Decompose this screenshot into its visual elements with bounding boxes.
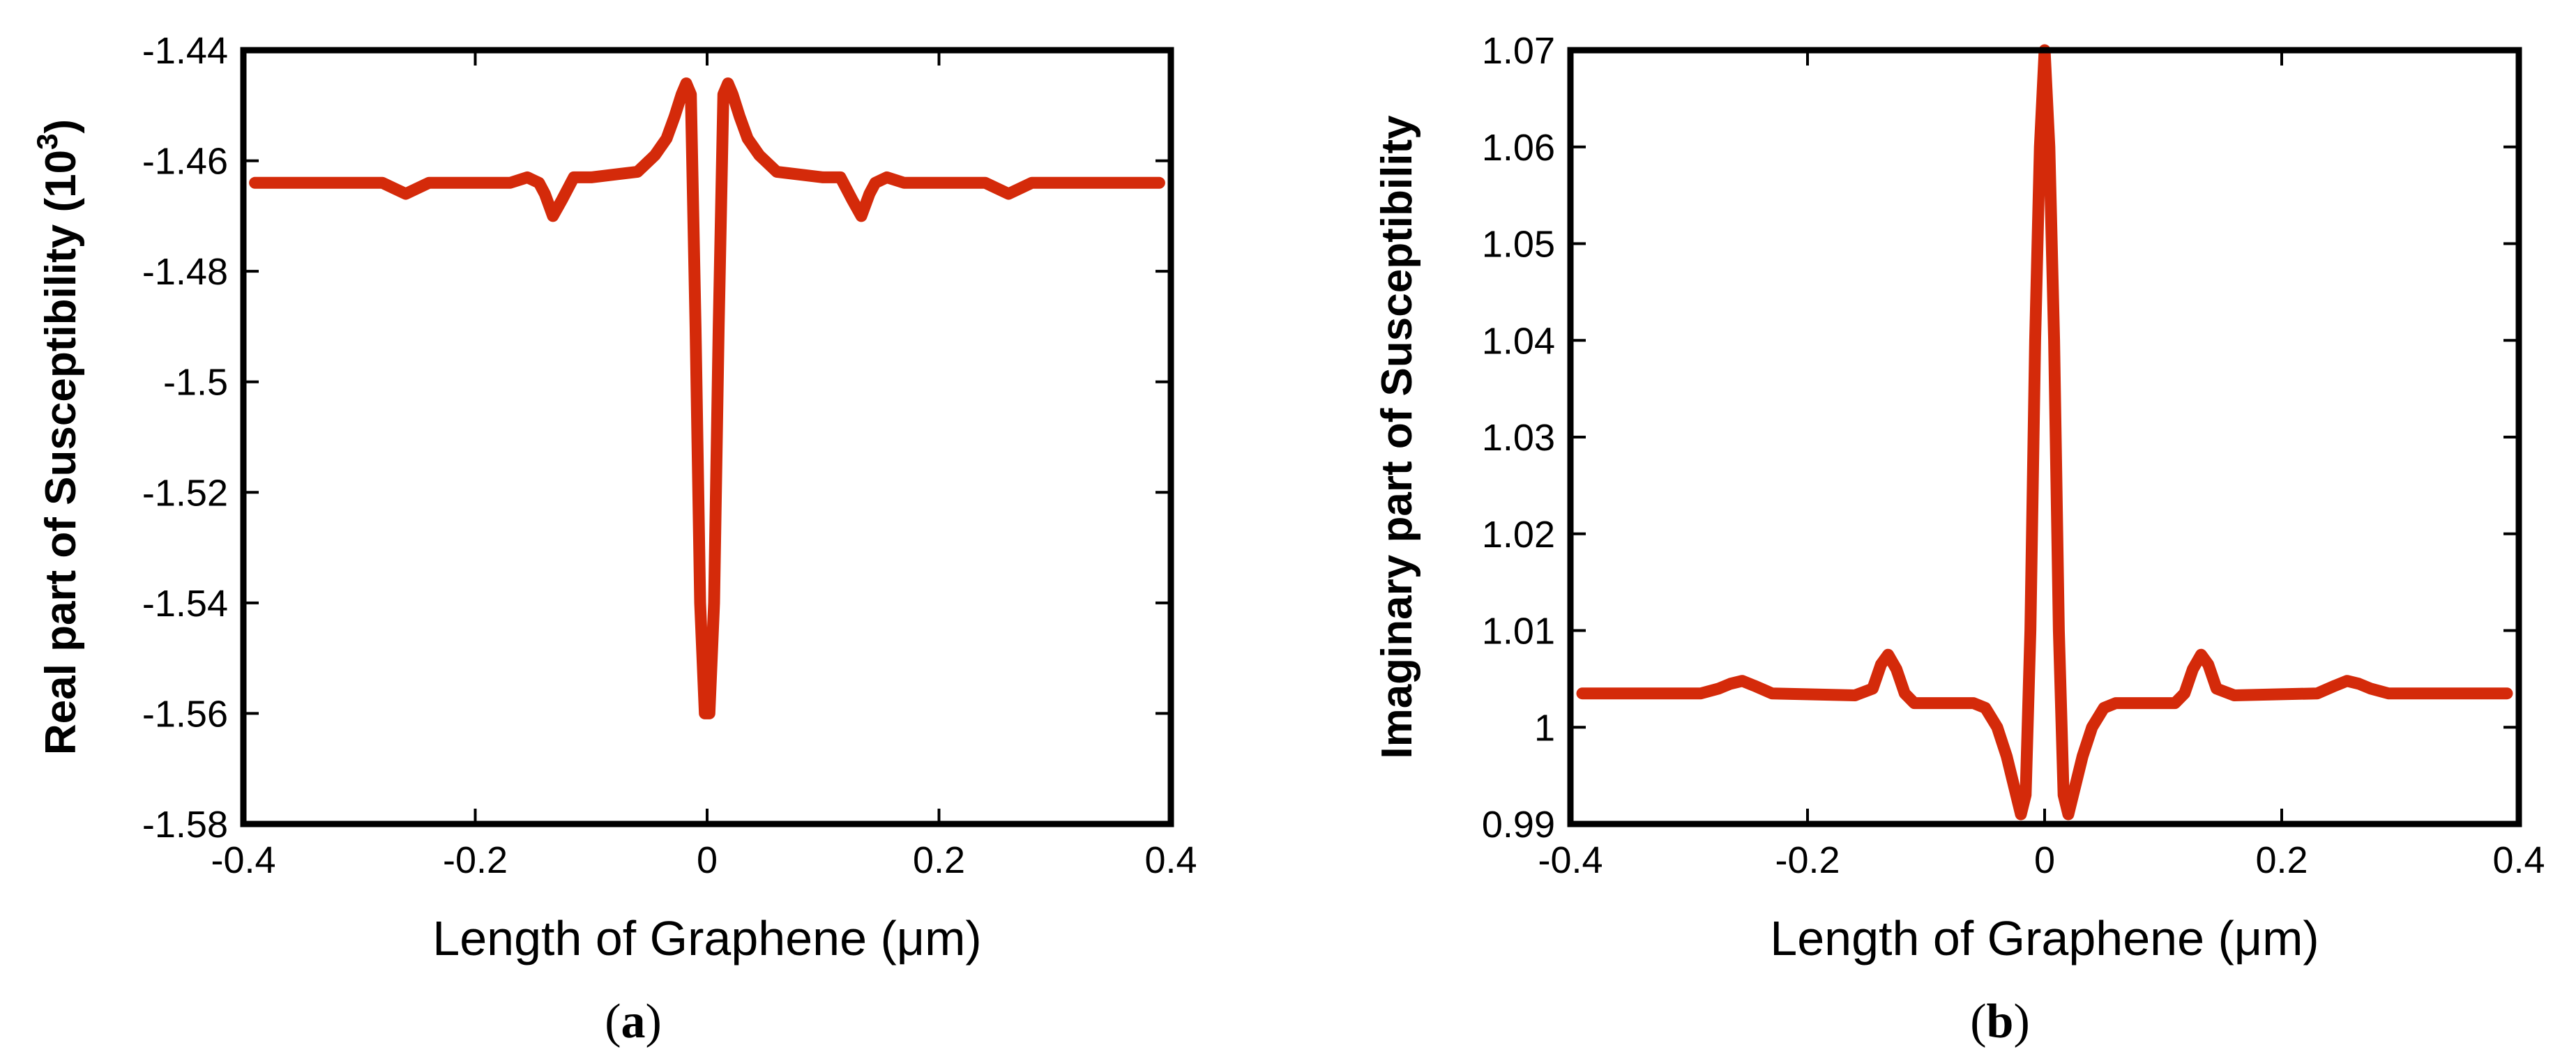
panel-a-x-tick-label: 0.2 xyxy=(913,839,965,881)
panel-a-y-axis-label-main: Real part of Susceptibility (10 xyxy=(37,150,85,755)
panel-b-x-tick-labels: -0.4 -0.2 0 0.2 0.4 xyxy=(1538,839,2545,881)
panel-a-y-tick-label: -1.48 xyxy=(142,251,228,293)
panel-a-caption-close: ) xyxy=(646,995,662,1048)
panel-a-x-tick-label: -0.4 xyxy=(211,839,275,881)
panel-a-y-tick-label: -1.54 xyxy=(142,583,228,625)
panel-b-x-tick-label: -0.2 xyxy=(1775,839,1840,881)
panel-b-y-tick-labels: 0.99 1 1.01 1.02 1.03 1.04 1.05 1.06 1.07 xyxy=(1482,30,1555,846)
panel-b-y-tick-label: 0.99 xyxy=(1482,804,1555,846)
panel-b-x-tick-label: 0 xyxy=(2034,839,2055,881)
panel-a-x-tick-label: 0 xyxy=(697,839,718,881)
panel-a-x-tick-label: 0.4 xyxy=(1144,839,1197,881)
panel-a-y-tick-label: -1.52 xyxy=(142,472,228,514)
panel-a-y-tick-label: -1.44 xyxy=(142,30,228,72)
panel-b-y-axis-label: Imaginary part of Susceptibility xyxy=(1373,115,1421,759)
panel-a-y-axis-label-close: ) xyxy=(37,119,85,134)
panel-a-y-tick-label: -1.46 xyxy=(142,141,228,183)
panel-b-y-tick-label: 1.05 xyxy=(1482,224,1555,266)
panel-a-y-tick-label: -1.5 xyxy=(163,362,228,404)
panel-b-caption-letter: b xyxy=(1987,995,2014,1048)
panel-b-y-tick-label: 1 xyxy=(1534,707,1555,749)
panel-a-x-tick-label: -0.2 xyxy=(443,839,508,881)
panel-b-caption: (b) xyxy=(1970,995,2030,1048)
panel-b-x-tick-label: 0.2 xyxy=(2255,839,2308,881)
panel-b-x-tick-label: 0.4 xyxy=(2492,839,2545,881)
panel-b-y-tick-label: 1.07 xyxy=(1482,30,1555,72)
panel-b-y-tick-label: 1.03 xyxy=(1482,417,1555,459)
chart-panel-a: -0.4 -0.2 0 0.2 0.4 -1.58-1.56-1.54-1.52-1.5… xyxy=(31,30,1197,1048)
panel-a-y-tick-labels: -1.58 -1.56 -1.54 -1.52 -1.5 -1.48 -1.46 -1.44 xyxy=(142,30,228,846)
panel-a-y-tick-label: -1.56 xyxy=(142,693,228,735)
panel-a-x-tick-labels: -0.4 -0.2 0 0.2 0.4 xyxy=(211,839,1197,881)
panel-b-x-tick-label: -0.4 xyxy=(1538,839,1603,881)
panel-b-y-tick-label: 1.01 xyxy=(1482,611,1555,652)
panel-b-y-tick-label: 1.06 xyxy=(1482,127,1555,169)
panel-a-caption-letter: a xyxy=(621,995,646,1048)
panel-b-caption-close: ) xyxy=(2013,995,2029,1048)
panel-a-plot-frame xyxy=(240,47,1174,827)
panel-b-series-line xyxy=(1576,44,2513,820)
panel-b-y-tick-label: 1.02 xyxy=(1482,514,1555,556)
panel-a-caption-open: ( xyxy=(605,995,621,1048)
panel-b-caption-open: ( xyxy=(1970,995,1986,1048)
panel-a-y-tick-label: -1.58 xyxy=(142,804,228,846)
chart-panel-b: -0.4 -0.2 0 0.2 0.4 0.99 1 1.01 1.02 1.03 1.04 1.0… xyxy=(1373,30,2545,1048)
panel-a-x-axis-label: Length of Graphene (μm) xyxy=(432,911,981,965)
panel-a-series-line xyxy=(249,77,1165,719)
panel-b-plot-frame xyxy=(1567,47,2522,827)
panel-a-y-axis-label: Real part of Susceptibility (103) xyxy=(31,119,85,755)
panel-b-x-axis-label: Length of Graphene (μm) xyxy=(1770,911,2319,965)
panel-b-y-tick-label: 1.04 xyxy=(1482,320,1555,362)
panel-a-y-axis-label-superscript: 3 xyxy=(31,134,63,150)
panel-a-caption: (a) xyxy=(605,995,662,1048)
